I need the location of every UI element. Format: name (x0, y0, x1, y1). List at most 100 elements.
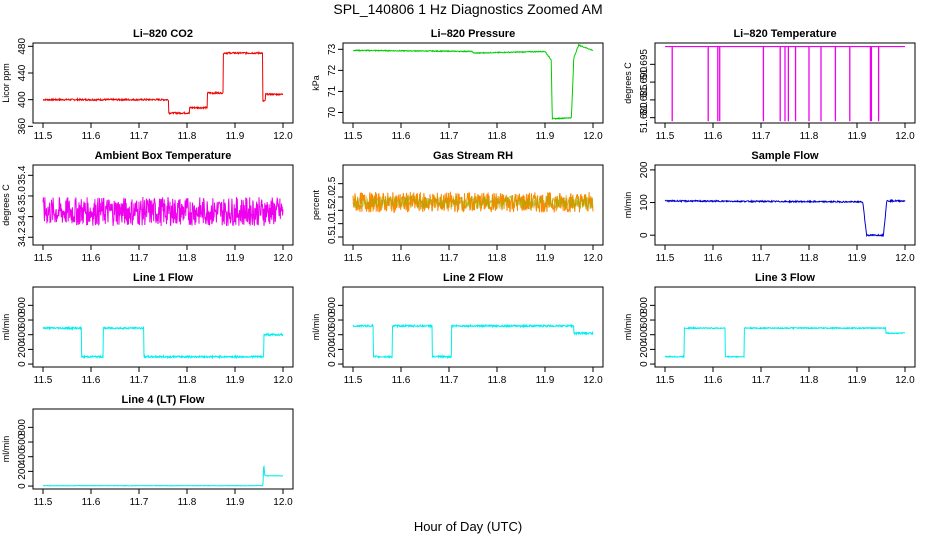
y-tick-label: 400 (639, 326, 650, 343)
x-tick-label: 11.5 (34, 131, 53, 142)
y-tick-label: 34.2 (17, 227, 28, 247)
y-tick-label: 100 (639, 194, 650, 211)
x-tick-label: 11.7 (130, 375, 149, 386)
series-line (664, 198, 906, 238)
x-tick-label: 11.9 (226, 253, 245, 264)
panel-title: Line 1 Flow (133, 272, 193, 284)
y-tick-label: 0 (639, 361, 650, 367)
panel-5: Gas Stream RH 11.5 11.6 11.7 11.8 11.9 12.0 0.5… (311, 150, 604, 264)
y-tick-label: 35.0 (17, 186, 28, 206)
x-tick-label: 11.9 (226, 131, 245, 142)
y-tick-label: 600 (327, 311, 338, 328)
x-tick-label: 11.6 (392, 131, 411, 142)
series-group (665, 45, 905, 122)
y-tick-label: 1.5 (327, 203, 338, 217)
series-line (42, 464, 283, 487)
x-tick-label: 12.0 (583, 375, 603, 386)
plot-frame (32, 42, 294, 124)
x-tick-label: 11.6 (82, 253, 101, 264)
x-tick-label: 12.0 (273, 497, 293, 508)
y-tick-label: 440 (17, 64, 28, 81)
x-tick-label: 12.0 (273, 253, 293, 264)
y-tick-label: 200 (17, 341, 28, 358)
y-tick-label: 51.680 (639, 102, 650, 133)
x-tick-label: 11.8 (178, 375, 197, 386)
x-tick-label: 11.6 (704, 131, 723, 142)
series-group (42, 51, 284, 116)
x-tick-label: 11.6 (82, 497, 101, 508)
x-tick-label: 11.5 (34, 375, 53, 386)
panel-1: Li–820 CO2 11.5 11.6 11.7 11.8 11.9 12.0 360 400… (1, 28, 294, 142)
y-tick-label: 800 (327, 297, 338, 314)
x-tick-label: 12.0 (895, 131, 915, 142)
x-tick-label: 11.6 (704, 375, 723, 386)
y-tick-label: 51.695 (639, 49, 650, 80)
x-tick-label: 11.8 (178, 497, 197, 508)
panel-title: Li–820 Temperature (733, 28, 836, 40)
y-tick-label: 200 (327, 341, 338, 358)
x-tick-label: 11.6 (82, 375, 101, 386)
x-tick-label: 12.0 (895, 375, 915, 386)
y-axis-label: ml/min (1, 436, 11, 463)
plot-frame (654, 286, 916, 368)
series-line (42, 196, 284, 227)
x-tick-label: 11.5 (656, 131, 675, 142)
y-tick-label: 73 (327, 43, 338, 55)
x-tick-label: 11.9 (536, 375, 555, 386)
series-line (352, 323, 594, 360)
y-tick-label: 400 (17, 91, 28, 108)
x-tick-label: 11.9 (848, 375, 867, 386)
figure-title: SPL_140806 1 Hz Diagnostics Zoomed AM (333, 1, 602, 17)
x-tick-label: 11.9 (536, 253, 555, 264)
x-tick-label: 12.0 (273, 131, 293, 142)
y-axis-label: ml/min (623, 192, 633, 219)
x-tick-label: 11.8 (178, 253, 197, 264)
x-tick-label: 12.0 (273, 375, 293, 386)
y-tick-label: 400 (17, 326, 28, 343)
panel-title: Sample Flow (751, 150, 819, 162)
y-tick-label: 51.685 (639, 84, 650, 115)
y-tick-label: 0 (327, 361, 338, 367)
plot-frame (342, 42, 604, 124)
y-tick-label: 71 (327, 85, 338, 97)
y-tick-label: 35.4 (17, 165, 28, 185)
x-tick-label: 12.0 (583, 131, 603, 142)
series-group (353, 43, 594, 120)
x-tick-label: 11.7 (752, 131, 771, 142)
series-group (42, 196, 284, 227)
x-tick-label: 11.8 (178, 131, 197, 142)
y-tick-label: 200 (639, 341, 650, 358)
x-tick-label: 11.8 (800, 375, 819, 386)
panel-title: Li–820 CO2 (133, 28, 193, 40)
panel-3: Li–820 Temperature 11.5 11.6 11.7 11.8 11.9 12… (623, 28, 916, 142)
y-tick-label: 2.0 (327, 190, 338, 204)
series-line (664, 325, 905, 359)
y-tick-label: 800 (17, 419, 28, 436)
y-tick-label: 72 (327, 64, 338, 76)
y-tick-label: 70 (327, 106, 338, 118)
y-tick-label: 0 (17, 361, 28, 367)
x-tick-label: 11.7 (130, 253, 149, 264)
panels: Li–820 CO2 11.5 11.6 11.7 11.8 11.9 12.0 360 400… (1, 28, 916, 508)
x-tick-label: 11.5 (656, 253, 675, 264)
y-axis-label: percent (311, 189, 321, 220)
panel-title: Line 2 Flow (443, 272, 503, 284)
x-tick-label: 11.7 (130, 131, 149, 142)
x-tick-label: 11.7 (440, 375, 459, 386)
x-tick-label: 11.5 (344, 131, 363, 142)
panel-6: Sample Flow 11.5 11.6 11.7 11.8 11.9 12.0 0 100 2… (623, 150, 916, 264)
x-tick-label: 11.5 (656, 375, 675, 386)
x-tick-label: 11.6 (82, 131, 101, 142)
plot-frame (342, 164, 604, 246)
y-tick-label: 800 (639, 297, 650, 314)
panel-8: Line 2 Flow 11.5 11.6 11.7 11.8 11.9 12.0 0 2004… (311, 272, 604, 386)
series-group (42, 464, 283, 487)
y-tick-label: 0.5 (327, 230, 338, 244)
panel-title: Gas Stream RH (433, 150, 513, 162)
x-tick-label: 11.8 (800, 131, 819, 142)
x-tick-label: 11.9 (848, 253, 867, 264)
x-tick-label: 11.8 (488, 131, 507, 142)
y-tick-label: 360 (17, 118, 28, 135)
y-tick-label: 600 (17, 311, 28, 328)
